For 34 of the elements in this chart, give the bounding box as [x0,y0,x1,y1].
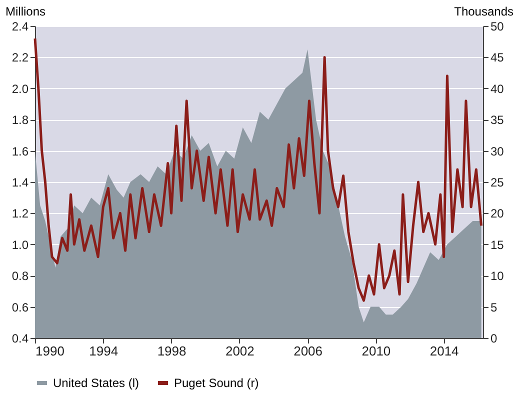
y2-tick-label: 35 [490,113,504,128]
x-tick-label: 2006 [294,344,323,358]
y-tick-label: 1.4 [12,176,29,190]
x-tick-label: 2010 [362,344,391,358]
x-tick-label: 1998 [157,344,186,358]
y-tick-label: 1.6 [12,144,29,158]
y2-tick-label: 30 [490,144,504,158]
y2-tick-label: 0 [490,332,498,346]
y2-tick-label: 40 [490,82,504,96]
y2-tick-label: 50 [490,20,504,34]
legend-label: Puget Sound (r) [174,376,259,390]
x-tick-label: 1994 [89,344,118,358]
y-tick-label: 1.2 [12,206,29,221]
y2-tick-label: 45 [490,50,504,65]
y-tick-label: 2.4 [12,20,29,34]
legend-label: United States (l) [53,376,140,390]
x-tick-label: 2002 [225,344,254,358]
y-tick-label: 2.2 [12,50,29,65]
y-tick-label: 1.8 [12,113,29,128]
y-tick-label: 0.4 [12,332,29,346]
x-tick-label: 1990 [36,344,64,358]
y-tick-label: 2.0 [12,82,29,96]
y2-tick-label: 20 [490,206,504,221]
y-tick-label: 0.6 [12,300,29,314]
y-tick-label: 1.0 [12,238,29,252]
y2-tick-label: 25 [490,176,504,190]
y2-tick-label: 10 [490,269,504,284]
y-tick-label: 0.8 [12,269,29,284]
y-axis-title: Millions [6,4,46,18]
y2-axis-title: Thousands [454,4,514,18]
y2-tick-label: 15 [490,238,504,252]
line-series [34,37,483,302]
x-tick-label: 2014 [430,344,459,358]
y2-tick-label: 5 [490,300,498,314]
